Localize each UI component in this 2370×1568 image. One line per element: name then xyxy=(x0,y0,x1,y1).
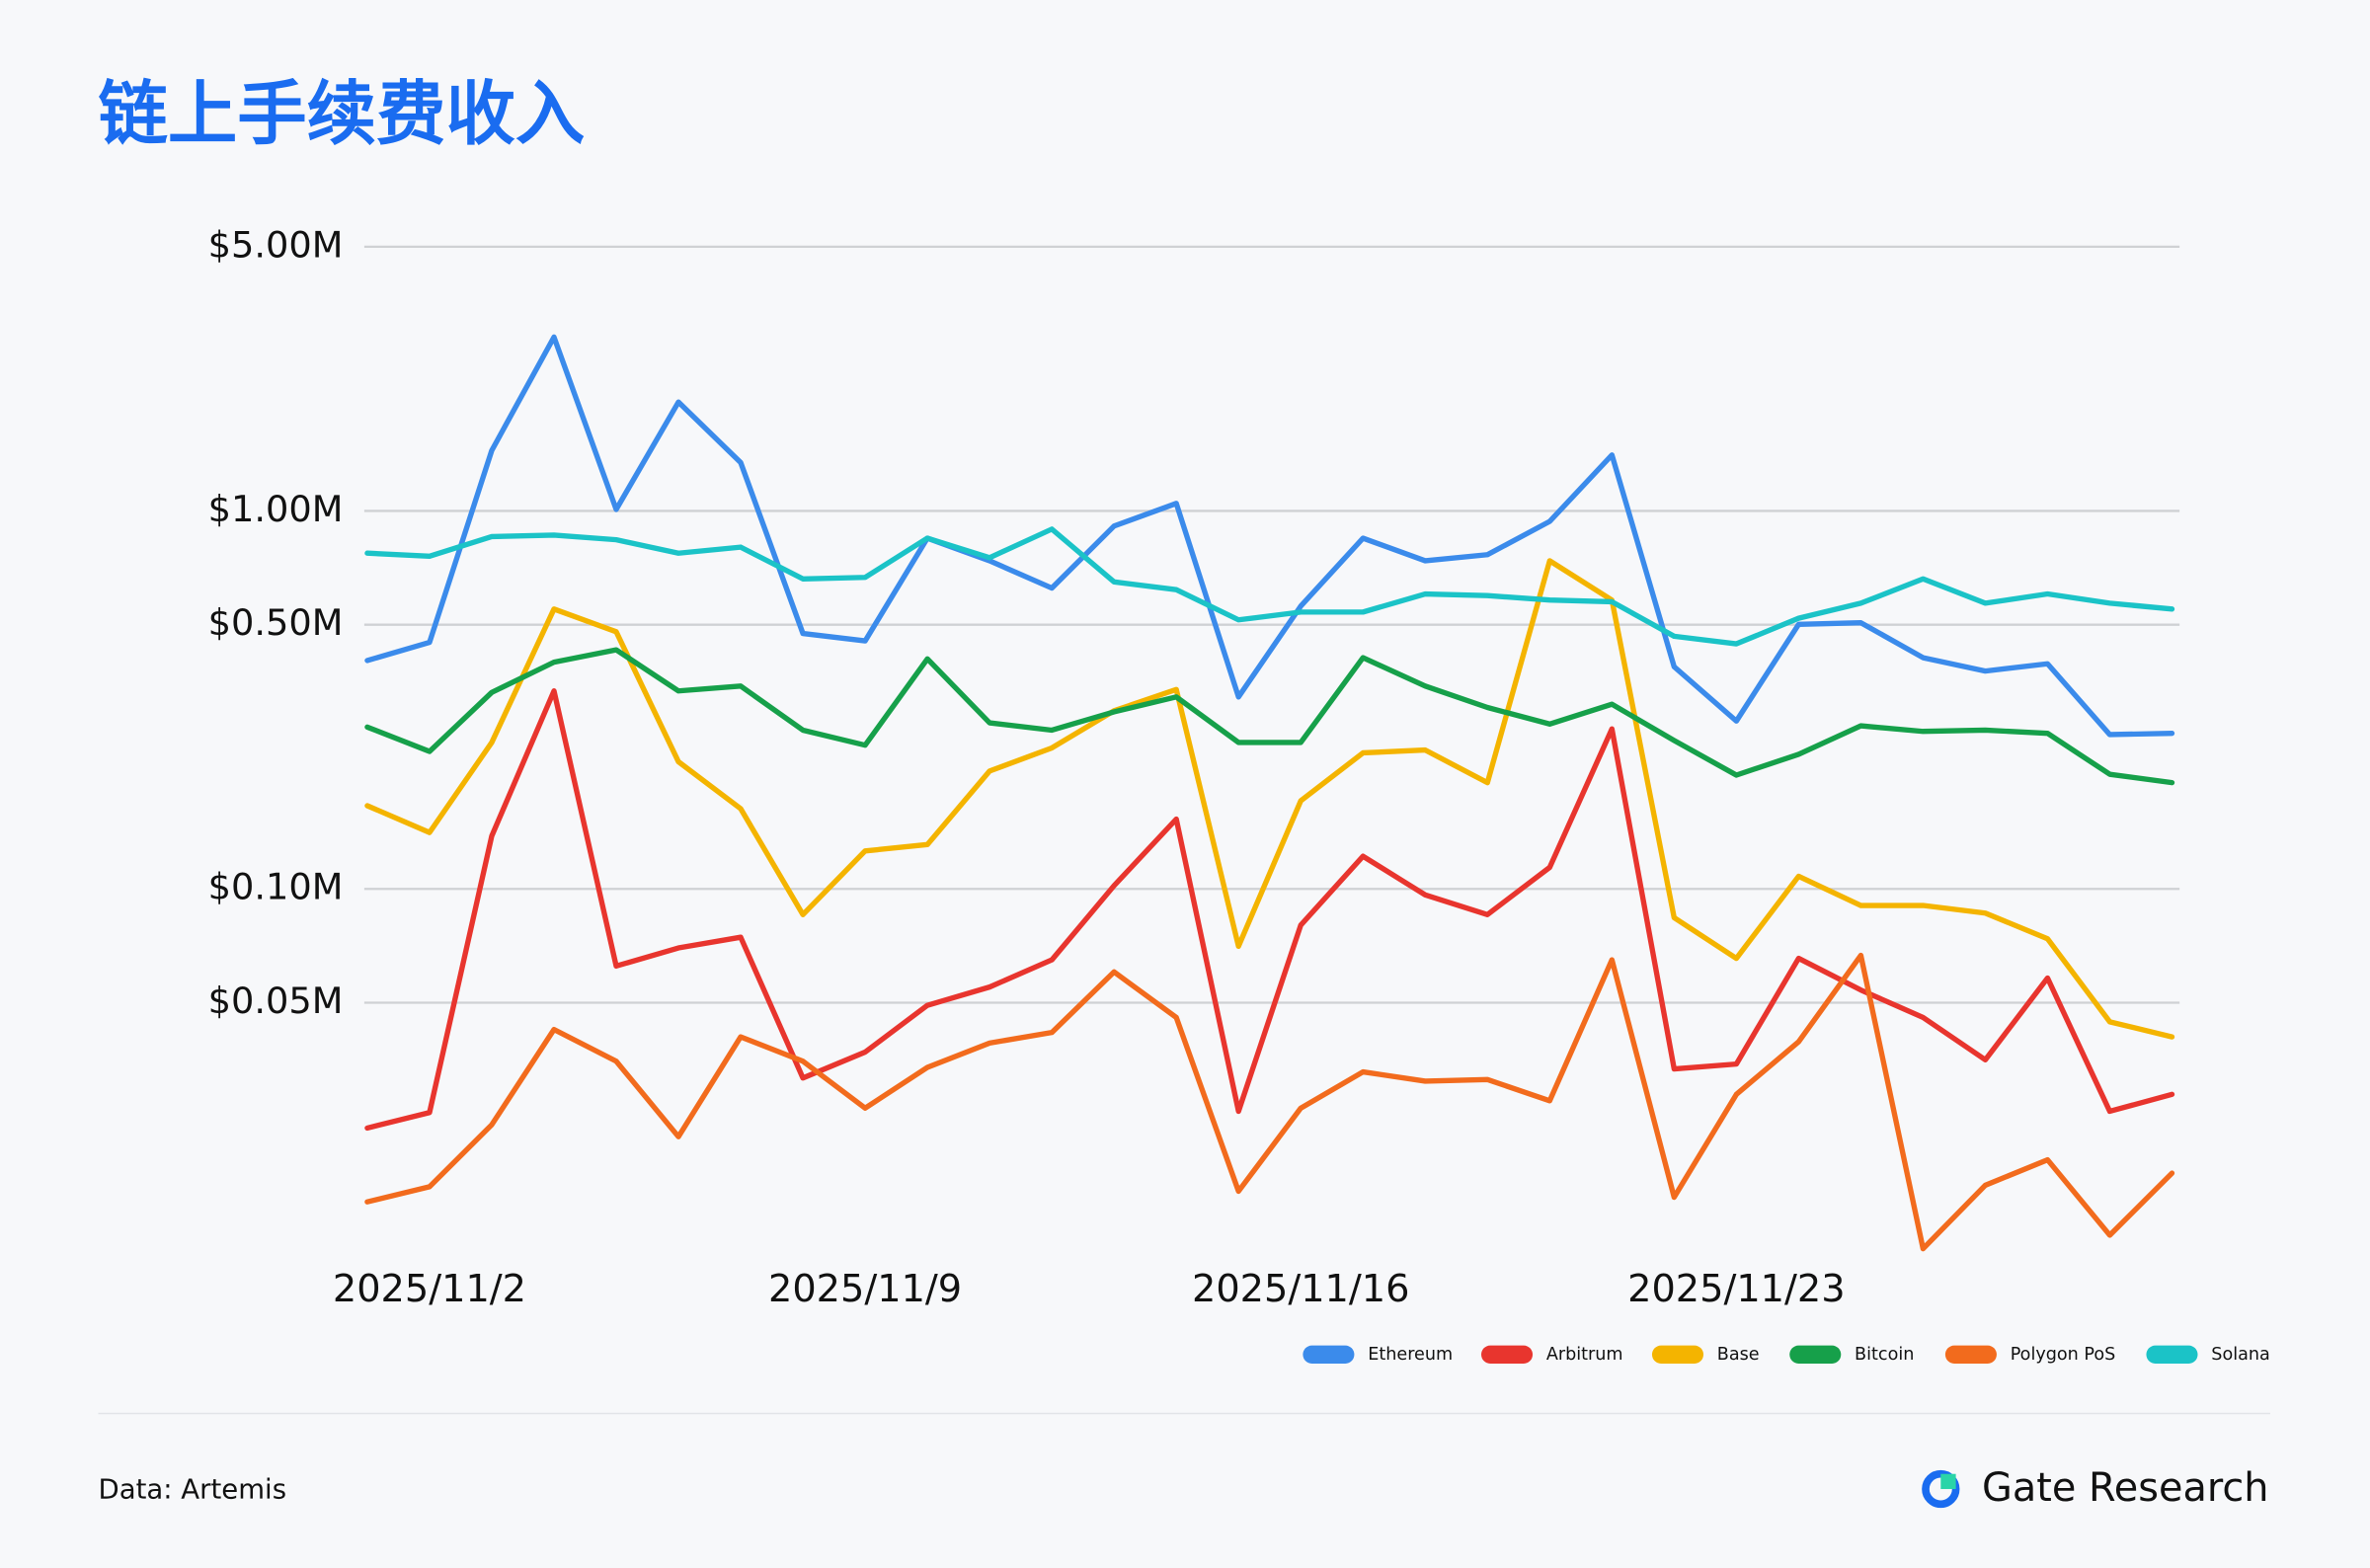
brand: Gate Research xyxy=(1982,1465,2268,1511)
x-tick-label: 2025/11/2 xyxy=(333,1267,526,1311)
legend-label: Polygon PoS xyxy=(2011,1345,2116,1365)
legend-swatch xyxy=(1303,1345,1355,1364)
y-tick-label: $0.10M xyxy=(208,866,344,908)
chart-title: 链上手续费收入 xyxy=(98,73,585,154)
legend-swatch xyxy=(2146,1345,2198,1364)
x-tick-label: 2025/11/16 xyxy=(1192,1267,1409,1311)
y-tick-label: $5.00M xyxy=(208,223,344,266)
legend-label: Bitcoin xyxy=(1855,1345,1914,1365)
legend-label: Arbitrum xyxy=(1546,1345,1623,1365)
x-tick-label: 2025/11/23 xyxy=(1627,1267,1845,1311)
legend-swatch xyxy=(1789,1345,1842,1364)
legend-label: Solana xyxy=(2211,1345,2270,1365)
legend-label: Ethereum xyxy=(1368,1345,1453,1365)
series-line xyxy=(364,952,2175,1252)
series-line xyxy=(364,558,2175,1040)
series-line xyxy=(364,526,2175,647)
y-tick-label: $0.50M xyxy=(208,601,344,644)
series-line xyxy=(364,647,2175,786)
series-line xyxy=(364,334,2175,738)
x-tick-label: 2025/11/9 xyxy=(768,1267,962,1311)
y-tick-label: $1.00M xyxy=(208,488,344,530)
logo-square xyxy=(1940,1473,1956,1490)
brand-logo xyxy=(1922,1469,1960,1509)
legend-swatch xyxy=(1944,1345,1997,1364)
legend-label: Base xyxy=(1717,1345,1760,1365)
legend-swatch xyxy=(1651,1345,1703,1364)
legend-swatch xyxy=(1481,1345,1534,1364)
source: Data: Artemis xyxy=(98,1474,286,1506)
y-tick-label: $0.05M xyxy=(208,980,344,1022)
